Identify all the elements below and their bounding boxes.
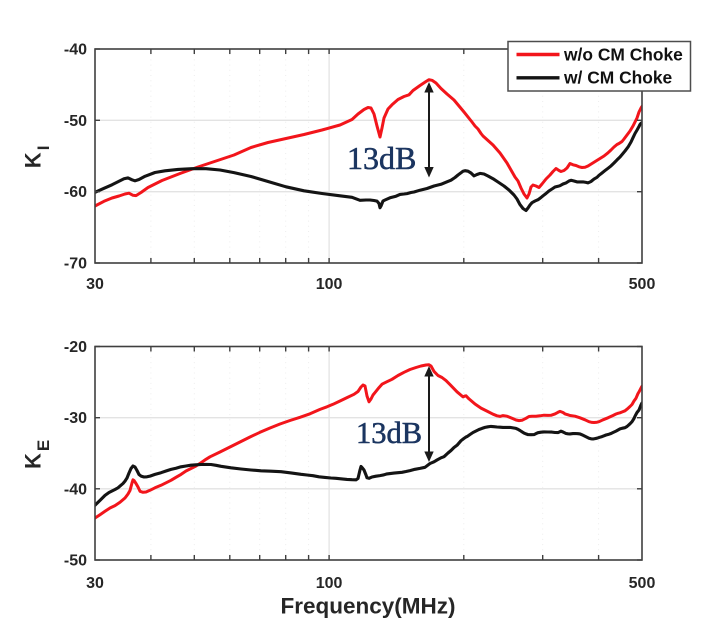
svg-text:100: 100	[316, 575, 343, 592]
svg-text:-70: -70	[64, 256, 87, 273]
svg-text:-30: -30	[64, 410, 87, 427]
svg-text:13dB: 13dB	[347, 140, 416, 176]
svg-text:500: 500	[629, 276, 656, 293]
svg-text:-60: -60	[64, 184, 87, 201]
svg-text:-50: -50	[64, 113, 87, 130]
svg-text:-50: -50	[64, 553, 87, 570]
svg-text:w/o CM Choke: w/o CM Choke	[563, 44, 683, 64]
svg-text:-20: -20	[64, 339, 87, 356]
svg-text:30: 30	[86, 276, 104, 293]
svg-text:w/ CM Choke: w/ CM Choke	[563, 68, 673, 88]
svg-text:Frequency(MHz): Frequency(MHz)	[280, 594, 455, 619]
svg-text:-40: -40	[64, 42, 87, 59]
svg-text:100: 100	[316, 276, 343, 293]
svg-text:13dB: 13dB	[356, 416, 422, 450]
svg-text:-40: -40	[64, 481, 87, 498]
svg-text:500: 500	[629, 575, 656, 592]
svg-text:30: 30	[86, 575, 104, 592]
